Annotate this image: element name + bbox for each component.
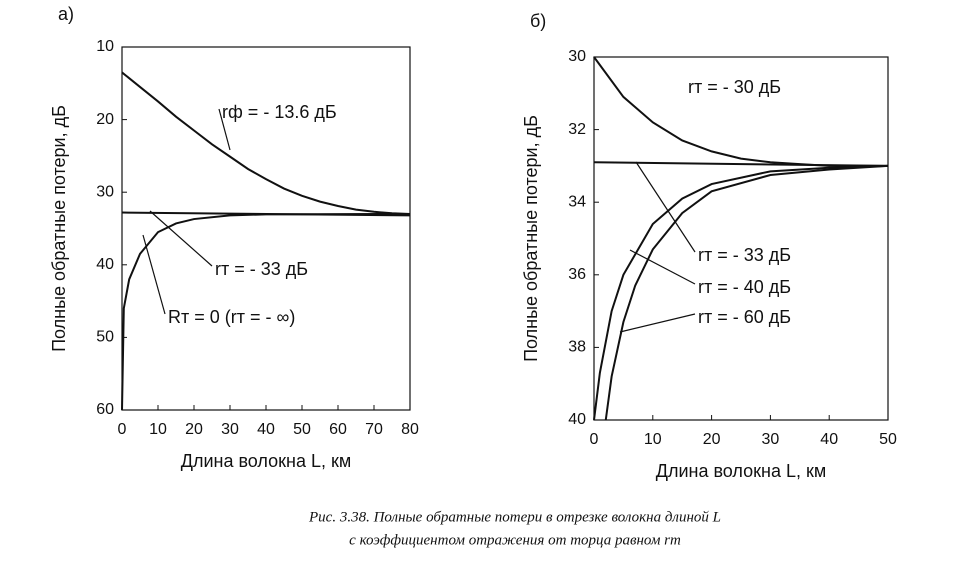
y-tick-label: 40 bbox=[96, 256, 114, 273]
series-label: rт = - 60 дБ bbox=[698, 307, 791, 327]
leader-line bbox=[629, 249, 696, 285]
y-axis-label: Полные обратные потери, дБ bbox=[521, 115, 541, 362]
y-tick-label: 10 bbox=[96, 38, 114, 55]
series-line bbox=[121, 212, 411, 411]
leader-line bbox=[635, 161, 696, 253]
y-tick-label: 40 bbox=[568, 411, 586, 428]
x-axis-label: Длина волокна L, км bbox=[181, 451, 351, 471]
y-tick-label: 50 bbox=[96, 329, 114, 346]
y-tick-label: 20 bbox=[96, 111, 114, 128]
y-tick-label: 32 bbox=[568, 121, 586, 138]
x-tick-label: 20 bbox=[703, 431, 721, 448]
series-label: rф = - 13.6 дБ bbox=[222, 102, 337, 122]
x-tick-label: 50 bbox=[293, 421, 311, 438]
series-line bbox=[593, 161, 889, 167]
series-line bbox=[604, 164, 889, 421]
x-tick-label: 0 bbox=[590, 431, 599, 448]
x-tick-label: 10 bbox=[149, 421, 167, 438]
y-tick-label: 30 bbox=[568, 48, 586, 65]
leader-line bbox=[218, 108, 231, 151]
series-line bbox=[593, 56, 888, 167]
x-tick-label: 70 bbox=[365, 421, 383, 438]
y-tick-label: 36 bbox=[568, 266, 586, 283]
x-tick-label: 80 bbox=[401, 421, 419, 438]
panel-label: а) bbox=[58, 4, 74, 24]
x-tick-label: 10 bbox=[644, 431, 662, 448]
y-tick-label: 38 bbox=[568, 339, 586, 356]
series-label: rт = - 33 дБ bbox=[698, 245, 791, 265]
series-label: rт = - 40 дБ bbox=[698, 277, 791, 297]
leader-line bbox=[142, 234, 166, 315]
x-tick-label: 0 bbox=[118, 421, 127, 438]
x-tick-label: 40 bbox=[257, 421, 275, 438]
y-tick-label: 34 bbox=[568, 193, 586, 210]
series-label: Rт = 0 (rт = - ∞) bbox=[168, 307, 295, 327]
series-line bbox=[593, 164, 889, 421]
x-tick-label: 50 bbox=[879, 431, 897, 448]
plot-frame bbox=[593, 56, 889, 421]
caption-line: с коэффициентом отражения от торца равно… bbox=[349, 532, 681, 548]
y-axis-label: Полные обратные потери, дБ bbox=[49, 105, 69, 352]
x-tick-label: 40 bbox=[820, 431, 838, 448]
x-tick-label: 30 bbox=[221, 421, 239, 438]
x-tick-label: 20 bbox=[185, 421, 203, 438]
panel-label: б) bbox=[530, 11, 546, 31]
series-label: rт = - 33 дБ bbox=[215, 259, 308, 279]
x-tick-label: 30 bbox=[762, 431, 780, 448]
y-tick-label: 60 bbox=[96, 401, 114, 418]
leader-line bbox=[149, 210, 213, 267]
x-tick-label: 60 bbox=[329, 421, 347, 438]
series-label: rт = - 30 дБ bbox=[688, 77, 781, 97]
leader-line bbox=[619, 313, 696, 333]
series-line bbox=[121, 71, 411, 215]
x-axis-label: Длина волокна L, км bbox=[656, 461, 826, 481]
caption-line: Рис. 3.38. Полные обратные потери в отре… bbox=[308, 509, 721, 525]
y-tick-label: 30 bbox=[96, 183, 114, 200]
